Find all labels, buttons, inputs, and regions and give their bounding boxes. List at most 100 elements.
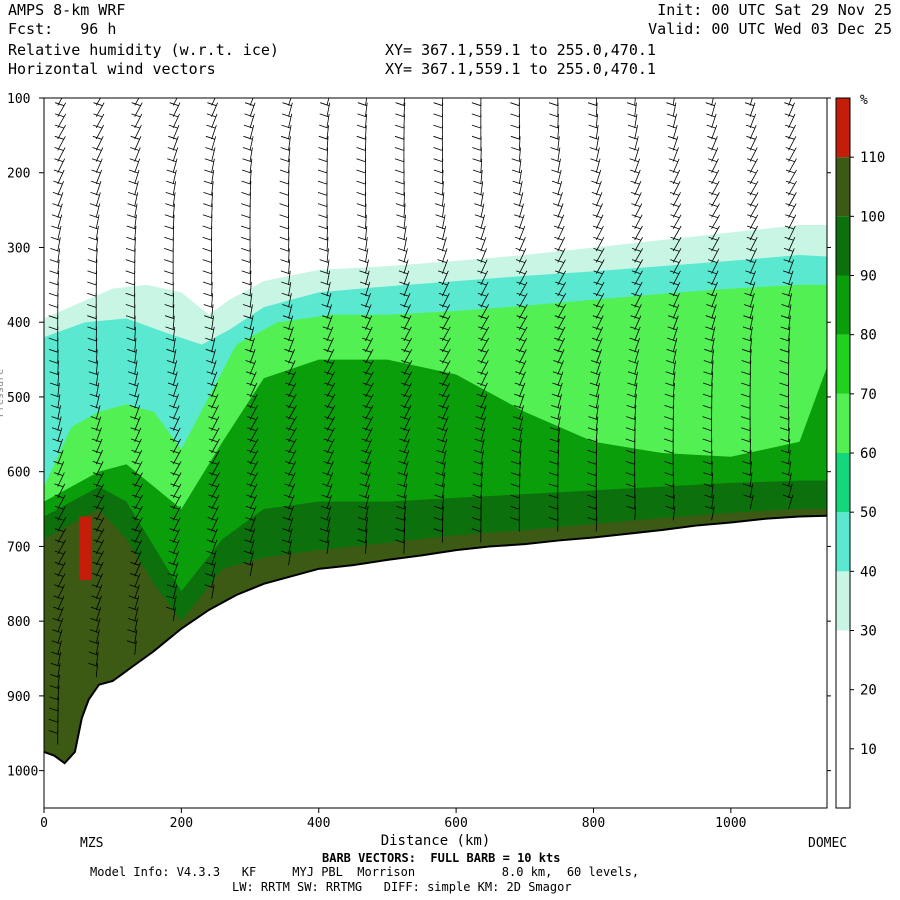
wind-barb (360, 472, 371, 487)
wind-barb (435, 472, 446, 487)
wind-barb (746, 158, 758, 173)
wind-barb (782, 483, 793, 498)
wind-barb (478, 326, 490, 342)
wind-barb (164, 214, 175, 229)
wind-barb (627, 382, 638, 398)
wind-barb (93, 494, 105, 510)
wind-barb (438, 393, 450, 409)
wind-barb (553, 225, 565, 241)
wind-barb (165, 203, 175, 218)
wind-barb (126, 337, 137, 353)
wind-barb (203, 180, 214, 196)
wind-barb (54, 102, 67, 117)
wind-barb (207, 102, 218, 117)
wind-barb (202, 281, 213, 297)
wind-barb (90, 606, 102, 622)
y-tick-label: 700 (7, 540, 30, 555)
wind-barb (706, 304, 717, 319)
wind-barb (54, 539, 67, 555)
wind-barb (362, 360, 374, 375)
wind-barb (358, 517, 369, 532)
wind-barb (401, 371, 413, 386)
wind-barb (477, 292, 489, 308)
wind-barb (435, 225, 447, 241)
wind-barb (396, 505, 407, 521)
wind-barb (548, 517, 559, 532)
wind-barb (515, 371, 526, 386)
wind-barb (323, 337, 334, 353)
wind-barb (398, 461, 409, 476)
wind-barb (54, 494, 66, 510)
wind-barb (669, 180, 681, 196)
wind-barb (670, 203, 682, 218)
wind-barb (88, 236, 99, 252)
cross-section-coords-2: XY= 367.1,559.1 to 255.0,470.1 (385, 60, 656, 78)
wind-barb (631, 292, 643, 308)
wind-barb (165, 337, 176, 353)
wind-barb (206, 113, 218, 129)
wind-barb (357, 236, 368, 252)
wind-barb (708, 214, 720, 229)
wind-barb (708, 203, 720, 218)
wind-barb (477, 304, 490, 319)
wind-barb (128, 595, 140, 611)
wind-barb (510, 135, 521, 151)
wind-barb (436, 248, 448, 263)
wind-barb (439, 326, 451, 342)
wind-barb (668, 315, 679, 330)
wind-barb (168, 561, 179, 577)
wind-barb (91, 584, 103, 599)
x-tick-label: 200 (170, 816, 193, 831)
wind-barb (471, 135, 482, 151)
wind-barb (322, 472, 334, 487)
x-tick-label: 1000 (715, 816, 746, 831)
wind-barb (90, 191, 101, 207)
wind-barb (50, 236, 61, 252)
colorbar-label: 20 (860, 683, 877, 699)
wind-barb (131, 113, 143, 129)
wind-barb (555, 292, 567, 308)
wind-barb (476, 259, 488, 274)
wind-barb (706, 292, 718, 308)
wind-barb (54, 147, 66, 162)
wind-barb (50, 248, 61, 263)
wind-barb (516, 281, 528, 297)
wind-barb (400, 393, 412, 409)
wind-barb (91, 158, 103, 173)
wind-barb (206, 124, 217, 140)
wind-barb (400, 404, 412, 420)
wind-barb (510, 517, 520, 532)
wind-barb (130, 427, 142, 442)
wind-barb (127, 360, 138, 375)
vector-label: Horizontal wind vectors (8, 60, 216, 78)
wind-barb (53, 595, 65, 611)
wind-barb (779, 404, 790, 420)
wind-barb (782, 270, 794, 285)
wind-barb (125, 304, 136, 319)
wind-barb (93, 113, 105, 129)
wind-barb (631, 214, 643, 229)
wind-barb (281, 550, 292, 566)
wind-barb (746, 135, 758, 151)
wind-barb (87, 348, 98, 364)
wind-barb (206, 371, 218, 386)
wind-barb (242, 292, 253, 308)
wind-barb (93, 124, 105, 140)
wind-barb (165, 326, 176, 341)
wind-barb (241, 270, 252, 285)
wind-barb (668, 304, 680, 319)
wind-barb (168, 135, 179, 151)
wind-barb (475, 416, 486, 431)
wind-barb (130, 147, 141, 162)
wind-barb (439, 315, 451, 330)
wind-barb (168, 539, 180, 555)
wind-barb (48, 730, 59, 745)
wind-barb (747, 214, 759, 229)
wind-barb (319, 113, 330, 128)
y-tick-label: 200 (7, 167, 30, 182)
wind-barb (396, 494, 407, 510)
wind-barb (627, 113, 638, 128)
wind-barb (52, 191, 64, 207)
wind-barb (323, 449, 335, 465)
wind-barb (246, 393, 258, 409)
